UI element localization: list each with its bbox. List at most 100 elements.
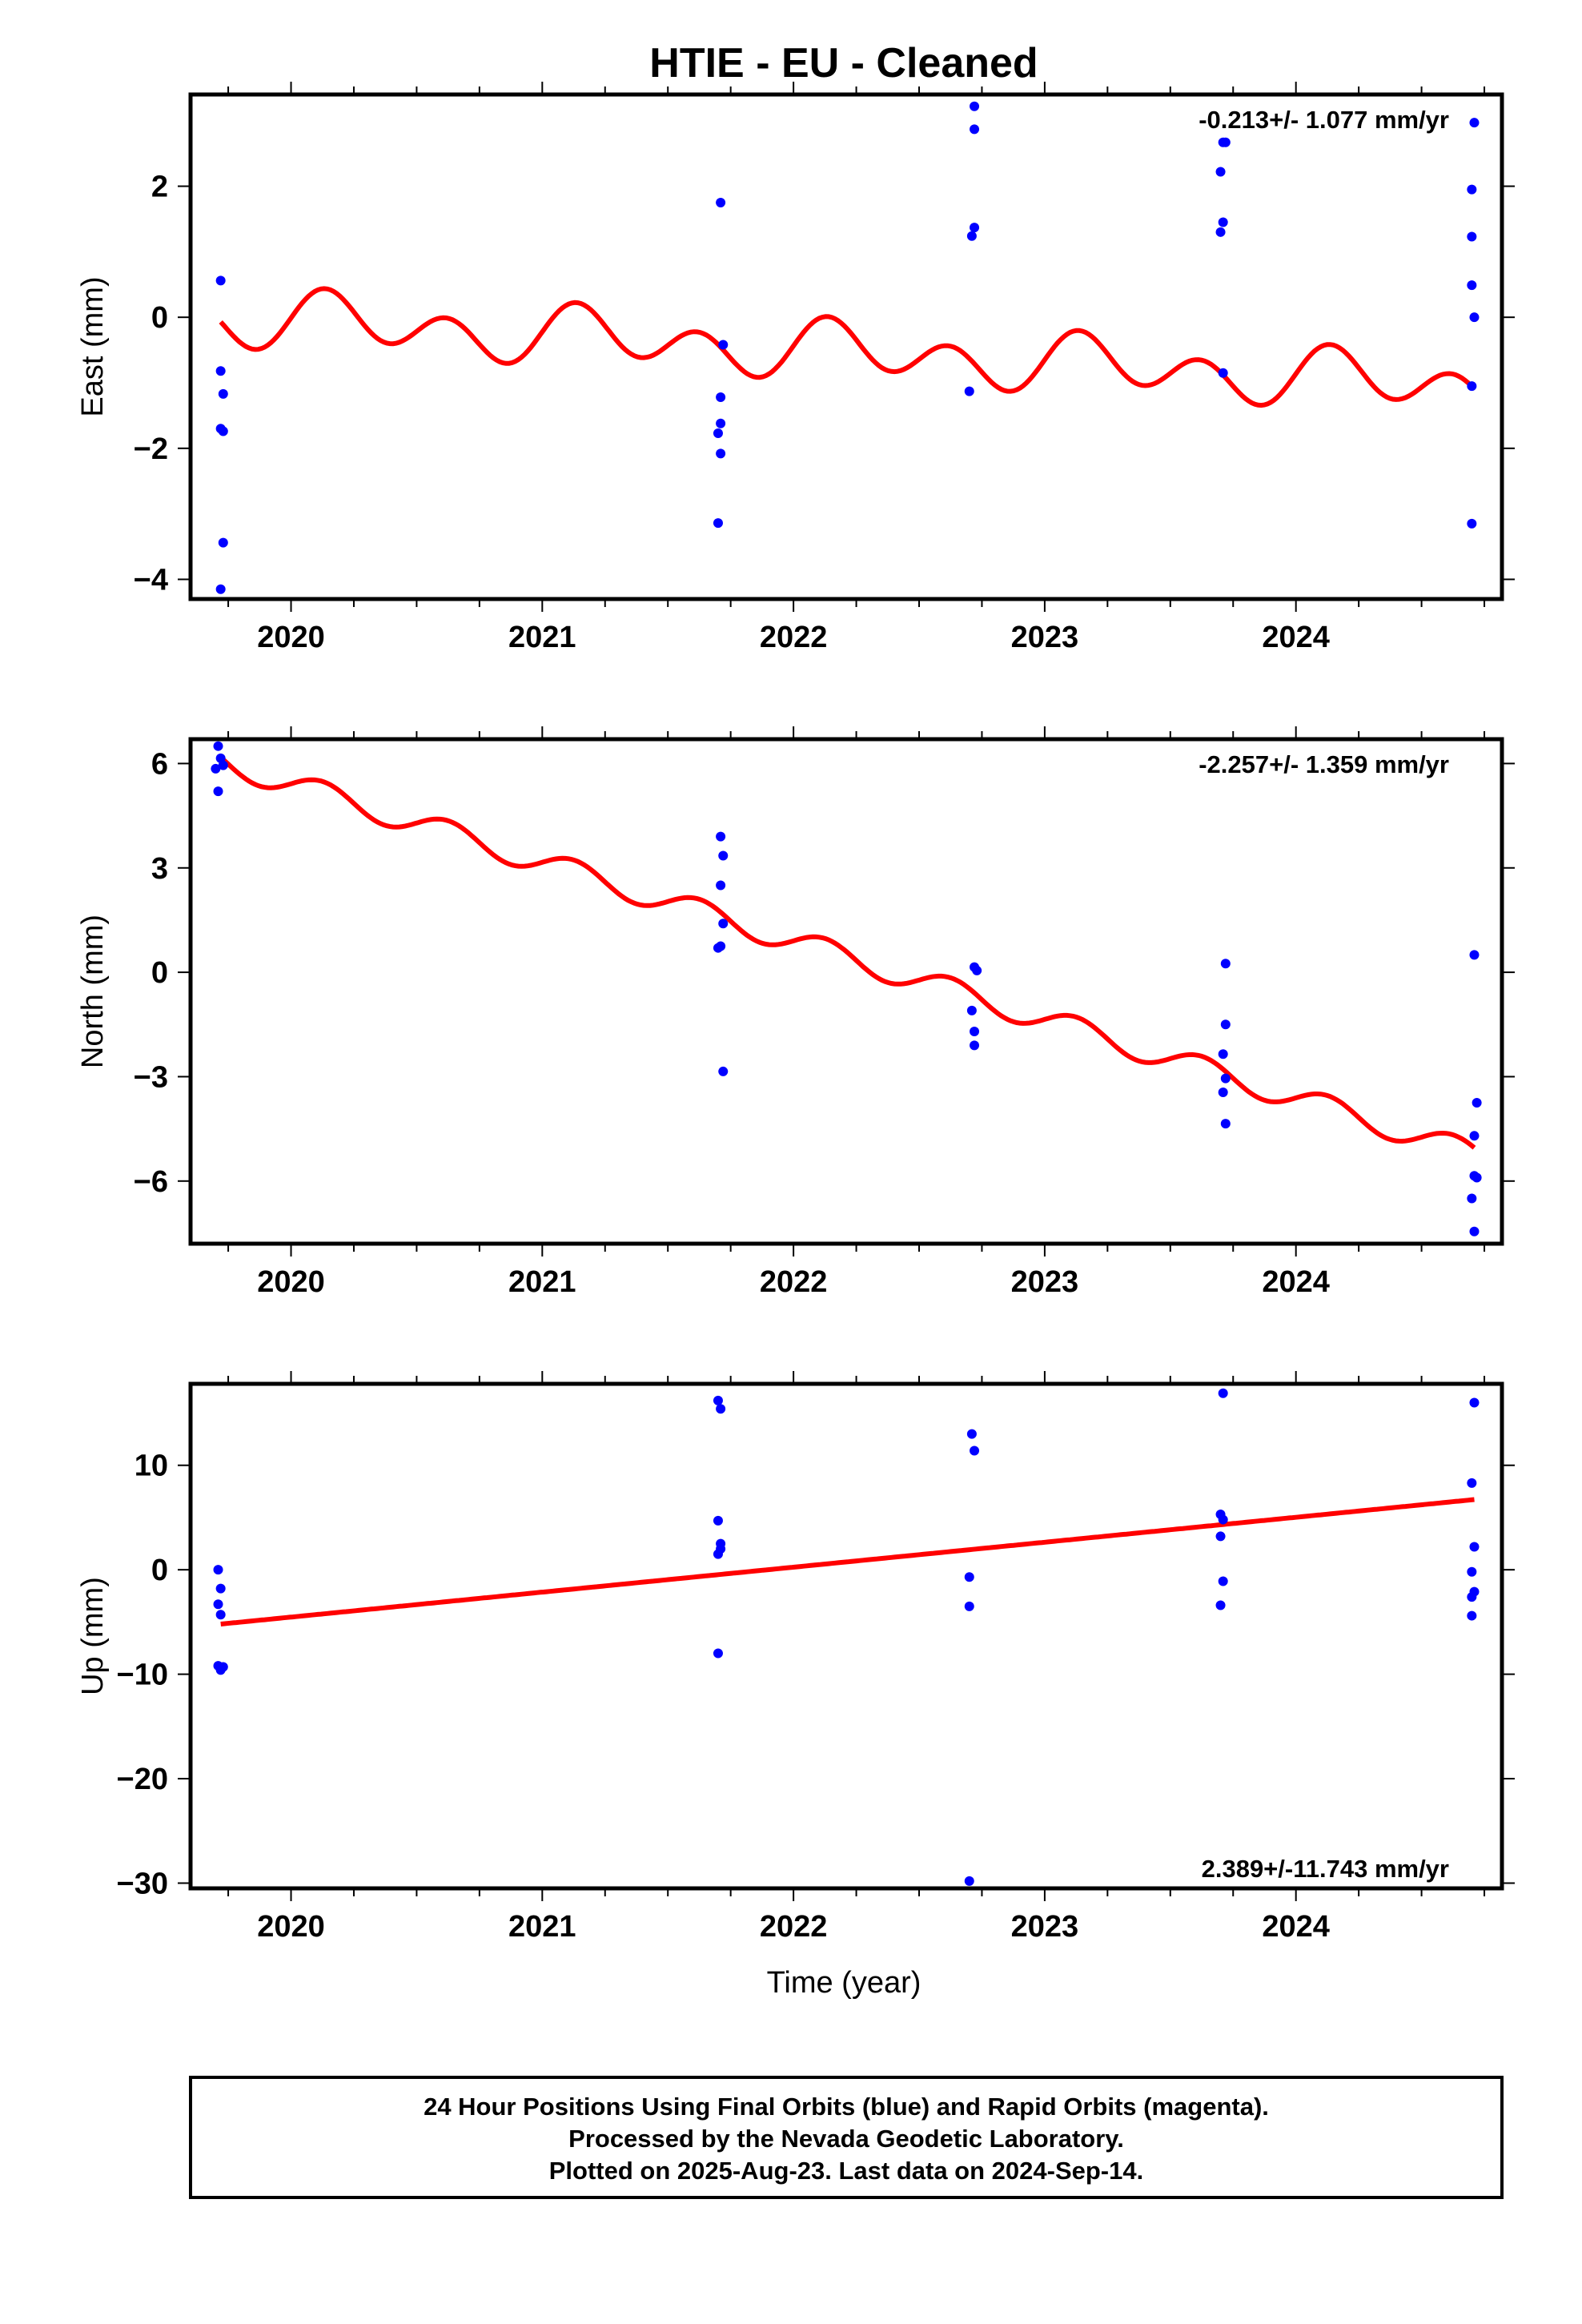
east-data-point bbox=[218, 426, 228, 436]
y-tick-label: −6 bbox=[134, 1165, 168, 1199]
footer-line-3: Plotted on 2025-Aug-23. Last data on 202… bbox=[549, 2157, 1143, 2185]
north-data-point bbox=[718, 919, 729, 929]
footer-box bbox=[189, 2076, 1504, 2199]
east-plot-frame bbox=[188, 92, 1504, 601]
x-tick-label: 2020 bbox=[257, 621, 325, 654]
north-data-point bbox=[716, 831, 726, 842]
east-data-point bbox=[1469, 312, 1480, 323]
x-tick-label: 2022 bbox=[760, 621, 828, 654]
y-tick-label: 0 bbox=[151, 956, 168, 990]
north-data-point bbox=[716, 880, 726, 891]
up-y-axis-label: Up (mm) bbox=[76, 1577, 110, 1695]
north-data-point bbox=[972, 965, 982, 975]
y-tick-label: −4 bbox=[134, 563, 168, 597]
east-data-point bbox=[970, 223, 980, 233]
north-data-point bbox=[966, 1005, 977, 1015]
east-fit-line bbox=[219, 286, 1476, 408]
east-data-point bbox=[1218, 217, 1228, 227]
north-data-point bbox=[1467, 1193, 1477, 1204]
up-data-point bbox=[1215, 1600, 1226, 1610]
up-data-point bbox=[1467, 1592, 1477, 1602]
north-data-point bbox=[1220, 1119, 1231, 1129]
north-y-axis-label: North (mm) bbox=[76, 915, 110, 1068]
north-data-point bbox=[1469, 950, 1480, 960]
north-data-point bbox=[1220, 1073, 1231, 1084]
east-data-point bbox=[1220, 137, 1231, 147]
up-data-point bbox=[964, 1601, 974, 1611]
up-data-point bbox=[713, 1395, 723, 1405]
east-data-point bbox=[218, 388, 228, 399]
x-tick-label: 2023 bbox=[1011, 621, 1079, 654]
up-data-point bbox=[966, 1429, 977, 1439]
east-data-point bbox=[215, 275, 226, 286]
east-data-point bbox=[1467, 280, 1477, 291]
east-data-point bbox=[716, 392, 726, 402]
east-data-point bbox=[713, 428, 723, 438]
east-data-point bbox=[716, 448, 726, 459]
north-data-point bbox=[970, 1040, 980, 1051]
east-data-point bbox=[218, 537, 228, 548]
up-data-point bbox=[964, 1876, 974, 1886]
east-rate-label: -0.213+/- 1.077 mm/yr bbox=[1199, 106, 1449, 134]
x-tick-label: 2024 bbox=[1262, 1265, 1330, 1299]
up-plot-frame bbox=[188, 1381, 1504, 1891]
east-data-point bbox=[1467, 518, 1477, 529]
east-data-point bbox=[718, 340, 729, 350]
y-tick-label: 3 bbox=[151, 852, 168, 886]
y-tick-label: 0 bbox=[151, 1554, 168, 1587]
x-tick-label: 2022 bbox=[760, 1265, 828, 1299]
x-tick-label: 2023 bbox=[1011, 1265, 1079, 1299]
east-data-point bbox=[970, 101, 980, 111]
y-tick-label: 2 bbox=[151, 171, 168, 204]
north-data-point bbox=[718, 850, 729, 861]
north-fit-line bbox=[219, 755, 1476, 1150]
x-tick-label: 2024 bbox=[1262, 1910, 1330, 1944]
north-data-point bbox=[213, 741, 223, 751]
footer-line-1: 24 Hour Positions Using Final Orbits (bl… bbox=[424, 2093, 1269, 2121]
north-data-point bbox=[718, 1066, 729, 1076]
up-data-point bbox=[1467, 1610, 1477, 1621]
north-data-point bbox=[1218, 1049, 1228, 1059]
north-data-point bbox=[1472, 1098, 1482, 1108]
east-data-point bbox=[1215, 167, 1226, 177]
y-tick-label: −20 bbox=[117, 1763, 168, 1796]
north-plot-frame bbox=[188, 737, 1504, 1246]
up-data-point bbox=[713, 1549, 723, 1559]
north-panel: 2020 2021 2022 2023 2024 −6 −3 0 3 6 North (mm) -2.… bbox=[76, 726, 1515, 1299]
north-data-point bbox=[970, 1026, 980, 1036]
north-rate-label: -2.257+/- 1.359 mm/yr bbox=[1199, 750, 1449, 778]
figure-title: HTIE - EU - Cleaned bbox=[649, 40, 1038, 86]
east-data-point bbox=[964, 386, 974, 396]
up-data-point bbox=[970, 1445, 980, 1456]
x-tick-label: 2021 bbox=[508, 1910, 576, 1944]
y-tick-label: 0 bbox=[151, 301, 168, 335]
east-data-point bbox=[713, 518, 723, 529]
up-data-point bbox=[213, 1565, 223, 1575]
up-data-point bbox=[1218, 1388, 1228, 1398]
x-tick-label: 2023 bbox=[1011, 1910, 1079, 1944]
east-data-point bbox=[1467, 381, 1477, 392]
footer-line-2: Processed by the Nevada Geodetic Laborat… bbox=[568, 2125, 1124, 2153]
up-data-point bbox=[1469, 1542, 1480, 1552]
up-data-point bbox=[713, 1648, 723, 1659]
y-tick-label: −2 bbox=[134, 432, 168, 466]
north-data-point bbox=[1220, 1019, 1231, 1030]
up-data-point bbox=[1218, 1576, 1228, 1586]
east-data-point bbox=[215, 366, 226, 376]
east-data-point bbox=[1218, 368, 1228, 378]
east-data-point bbox=[1215, 227, 1226, 237]
east-data-point bbox=[716, 198, 726, 207]
east-data-point bbox=[1469, 118, 1480, 128]
up-data-point bbox=[1467, 1566, 1477, 1577]
up-data-point bbox=[215, 1583, 226, 1594]
north-data-point bbox=[1469, 1131, 1480, 1141]
y-tick-label: −3 bbox=[134, 1060, 168, 1094]
up-panel: 2020 2021 2022 2023 2024 −30 −20 −10 0 10 Up (mm) 2… bbox=[76, 1371, 1515, 1944]
y-tick-label: −10 bbox=[117, 1659, 168, 1692]
up-data-point bbox=[218, 1662, 228, 1672]
up-data-point bbox=[713, 1515, 723, 1526]
north-data-point bbox=[1218, 1088, 1228, 1097]
x-tick-label: 2020 bbox=[257, 1910, 325, 1944]
up-rate-label: 2.389+/-11.743 mm/yr bbox=[1202, 1855, 1449, 1883]
